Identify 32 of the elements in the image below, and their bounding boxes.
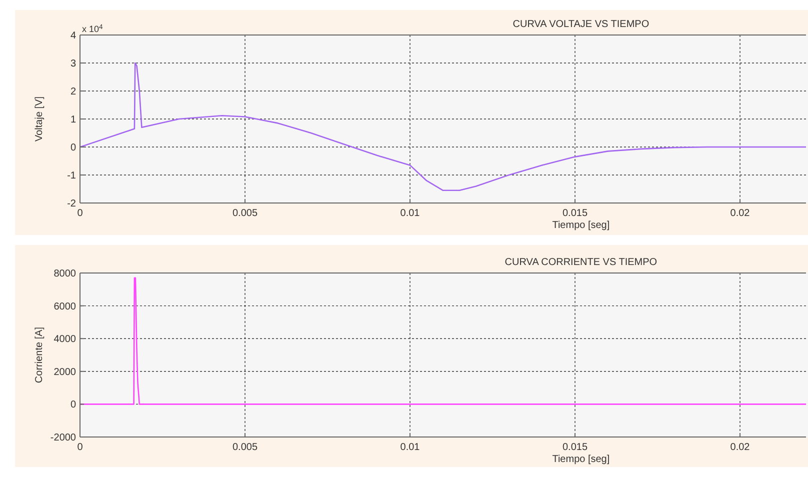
x-tick-label: 0 — [77, 442, 84, 453]
y-tick-label: 1 — [70, 114, 76, 126]
x-tick-label: 0.01 — [400, 208, 420, 219]
y-axis-title: Voltaje [V] — [34, 96, 45, 142]
y-tick-label: 0 — [70, 400, 76, 411]
x-axis-title: Tiempo [seg] — [552, 220, 610, 231]
chart-title: CURVA VOLTAJE VS TIEMPO — [512, 19, 650, 30]
x-tick-label: 0.015 — [562, 208, 588, 219]
y-tick-label: -1 — [67, 170, 76, 182]
line-series — [80, 62, 806, 192]
x-tick-label: 0.015 — [562, 442, 588, 453]
line-series — [80, 277, 806, 405]
y-tick-label: 8000 — [54, 268, 76, 280]
y-tick-label: 0 — [70, 142, 76, 154]
y-tick-label: 3 — [70, 58, 76, 70]
x-tick-label: 0.02 — [730, 208, 750, 219]
x-tick-label: 0.005 — [232, 208, 258, 219]
y-tick-label: 2 — [70, 86, 76, 98]
text: x 10$^{4}$ — [82, 24, 104, 34]
y-tick-label: -2000 — [50, 432, 76, 444]
y-axis-title: Corriente [A] — [34, 326, 45, 384]
chart-title: CURVA CORRIENTE VS TIEMPO — [504, 257, 658, 268]
x-tick-label: 0.005 — [232, 442, 258, 453]
y-tick-label: 4 — [70, 30, 76, 42]
x-tick-label: 0 — [77, 208, 84, 219]
y-tick-label: 2000 — [54, 366, 76, 378]
x-axis-title: Tiempo [seg] — [552, 454, 610, 465]
y-tick-label: -2 — [67, 198, 76, 210]
y-tick-label: 4000 — [54, 334, 76, 346]
x-tick-label: 0.01 — [400, 442, 420, 453]
y-tick-label: 6000 — [54, 301, 76, 312]
x-tick-label: 0.02 — [730, 442, 750, 453]
